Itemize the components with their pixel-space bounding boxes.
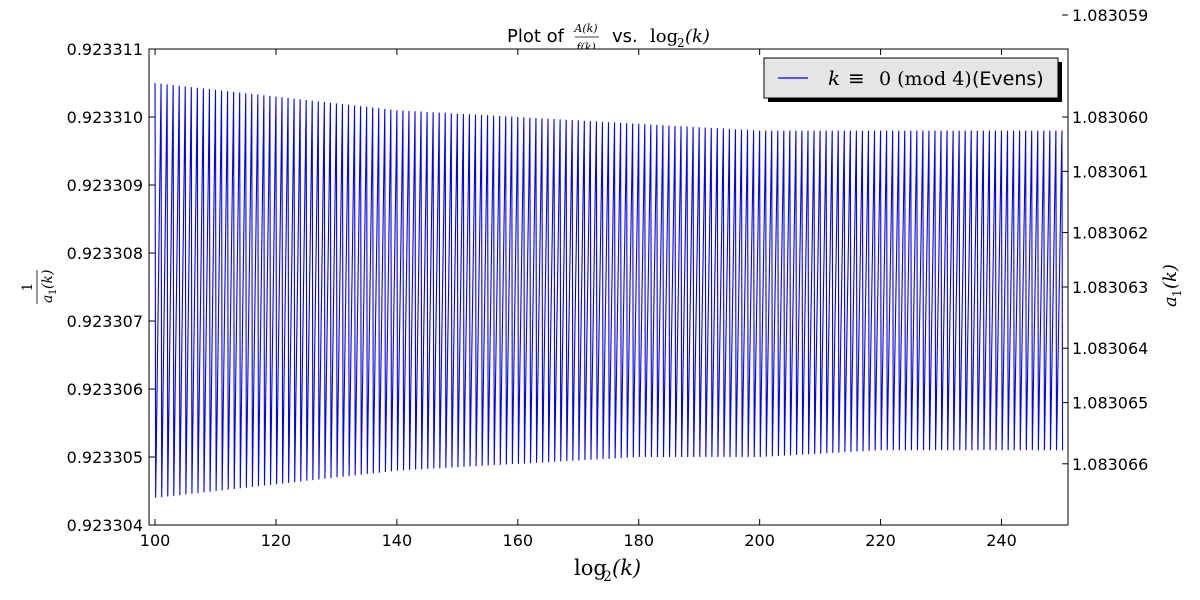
xlabel-sub: 2 [603,569,612,585]
y-left-tick-label-2: 0.923306 [67,380,143,399]
xlabel-log: log [574,556,607,580]
title-numerator: A(k) [573,22,597,35]
legend-equiv: ≡ [848,66,865,90]
ylabel-left-a: a [40,295,56,303]
y-left-tick-label-1: 0.923305 [67,448,143,467]
y-right-tick-label-4: 1.083063 [1072,278,1148,297]
ylabel-right-sub: 1 [1170,289,1184,297]
y-right-tick-label-2: 1.083061 [1072,162,1148,181]
legend-mod: 0 (mod 4) [879,68,972,90]
title-prefix: Plot of [507,26,565,47]
y-right-tick-label-0: 1.083059 [1072,6,1148,25]
ylabel-left-numerator: 1 [20,283,36,292]
ylabel-left-sub: 1 [48,289,59,295]
series-line-0 [154,82,1064,498]
x-tick-label-2: 140 [382,531,413,550]
y-left-tick-label-0: 0.923304 [67,516,143,535]
x-tick-label-3: 160 [503,531,534,550]
title-log: log [650,26,678,47]
y-left-tick-label-4: 0.923308 [67,244,143,263]
y-left-tick-label-3: 0.923307 [67,312,143,331]
x-axis-label: log 2 (k) [574,556,641,585]
y-left-tick-label-6: 0.923310 [67,108,143,127]
y-right-tick-label-7: 1.083066 [1072,455,1148,474]
y-right-tick-label-3: 1.083062 [1072,224,1148,243]
y-right-tick-label-1: 1.083060 [1072,108,1148,127]
x-tick-label-0: 100 [140,531,171,550]
title-arg: (k) [685,26,710,47]
x-tick-label-7: 240 [986,531,1017,550]
y-left-tick-label-7: 0.923311 [67,40,143,59]
title-log-sub: 2 [677,36,685,50]
legend-var: k [828,66,840,90]
ylabel-left-arg: (k) [40,270,56,289]
y-axis-label-left: 1 a 1 (k) [20,270,59,304]
y-axis-label-right: a 1 (k) [1160,264,1184,307]
x-tick-label-6: 220 [865,531,896,550]
x-tick-label-5: 200 [744,531,775,550]
series-layer [154,82,1064,498]
ticks-layer: 100 120 140 160 180 200 220 240 0.923304 0.923305… [67,6,1149,550]
x-tick-label-1: 120 [261,531,292,550]
legend-box [763,57,1059,99]
ylabel-right-a: a [1160,296,1181,307]
y-left-tick-label-5: 0.923309 [67,176,143,195]
legend-suffix: (Evens) [972,68,1044,90]
legend: k ≡ 0 (mod 4) (Evens) [763,57,1062,102]
xlabel-arg: (k) [612,556,641,580]
y-right-tick-label-6: 1.083065 [1072,394,1148,413]
x-tick-label-4: 180 [623,531,654,550]
title-middle: vs. [612,26,638,47]
y-right-tick-label-5: 1.083064 [1072,339,1148,358]
ylabel-right-arg: (k) [1160,264,1181,289]
